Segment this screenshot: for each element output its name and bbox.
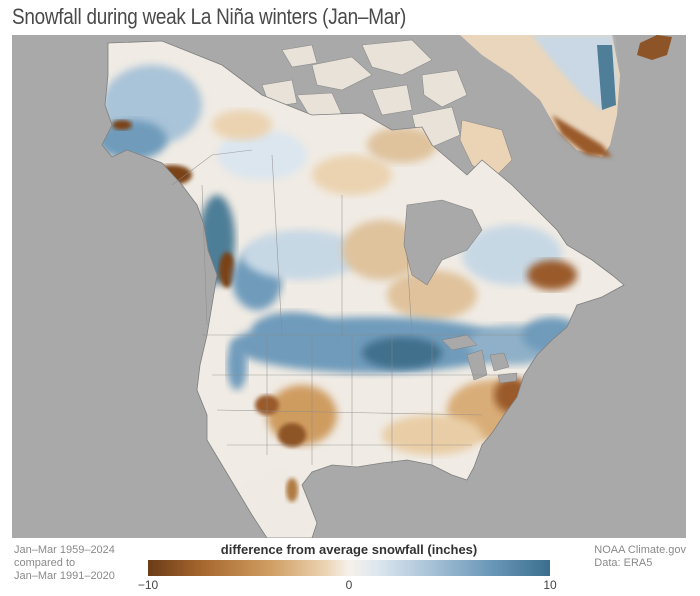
- hudson-bay: [403, 199, 483, 286]
- footer-period-note: Jan–Mar 1959–2024 compared to Jan–Mar 19…: [14, 544, 115, 583]
- snowfall-anomaly-layer: [102, 65, 582, 538]
- greenland-region: [460, 35, 672, 157]
- legend-tick-zero: 0: [345, 578, 353, 592]
- great-lakes: [441, 334, 518, 384]
- source-credit: NOAA Climate.gov: [594, 544, 686, 556]
- legend-tick-max: 10: [543, 578, 557, 592]
- legend-tick-min: −10: [137, 578, 159, 592]
- footer-period-line: Jan–Mar 1959–2024: [14, 544, 115, 556]
- legend-title: difference from average snowfall (inches…: [220, 542, 478, 557]
- data-credit: Data: ERA5: [594, 557, 653, 569]
- footer-compared-line: compared to: [14, 557, 76, 569]
- footer-source: NOAA Climate.gov Data: ERA5: [594, 544, 686, 570]
- map-title: Snowfall during weak La Niña winters (Ja…: [12, 4, 407, 29]
- state-province-borders: [171, 149, 532, 465]
- snowfall-map: [12, 35, 686, 538]
- legend-color-bar: [148, 560, 550, 576]
- footer-baseline-line: Jan–Mar 1991–2020: [14, 570, 115, 582]
